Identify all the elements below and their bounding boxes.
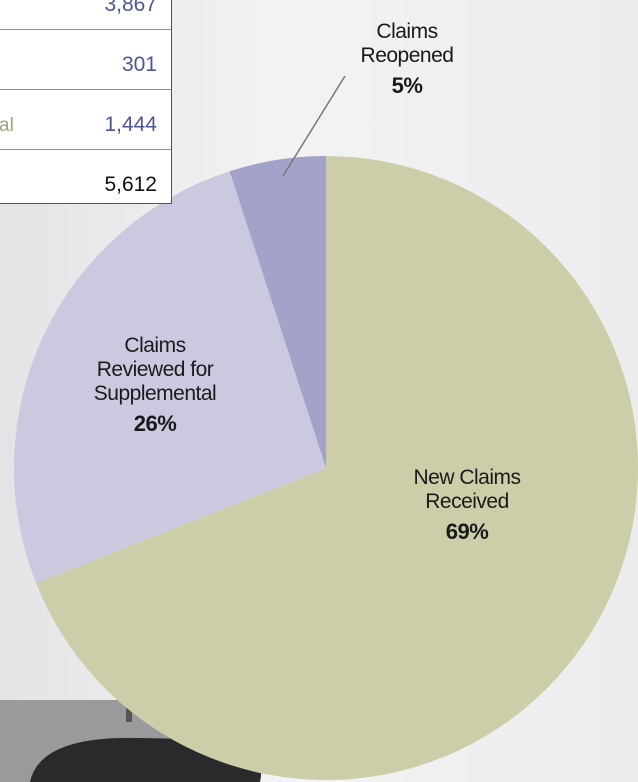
slice-name: Claims Reviewed for Supplemental [93,334,217,405]
slice-label: Claims Reopened 5% [352,20,462,98]
pie-slice [229,156,326,468]
pie-slice [35,156,638,780]
table-row: 5,612 [0,149,171,209]
slice-name: Claims Reopened [360,20,454,67]
table-row: 3,867 [0,0,171,30]
leader-line [282,75,346,177]
row-value: 1,444 [104,113,157,136]
slice-name: New Claims Received [413,466,521,513]
row-value: 3,867 [104,0,157,16]
summary-table: 3,867 301 al 1,444 5,612 [0,0,172,204]
pie-slice [13,171,326,583]
slice-percent: 26% [133,411,177,436]
slice-label: New Claims Received 69% [392,466,542,544]
slice-label: Claims Reviewed for Supplemental 26% [84,334,226,436]
row-value: 5,612 [104,173,157,196]
table-row: al 1,444 [0,89,171,150]
row-value: 301 [121,53,157,76]
table-row: 301 [0,29,171,90]
row-label: al [0,115,14,136]
slice-percent: 69% [445,519,489,544]
slice-percent: 5% [391,73,423,98]
